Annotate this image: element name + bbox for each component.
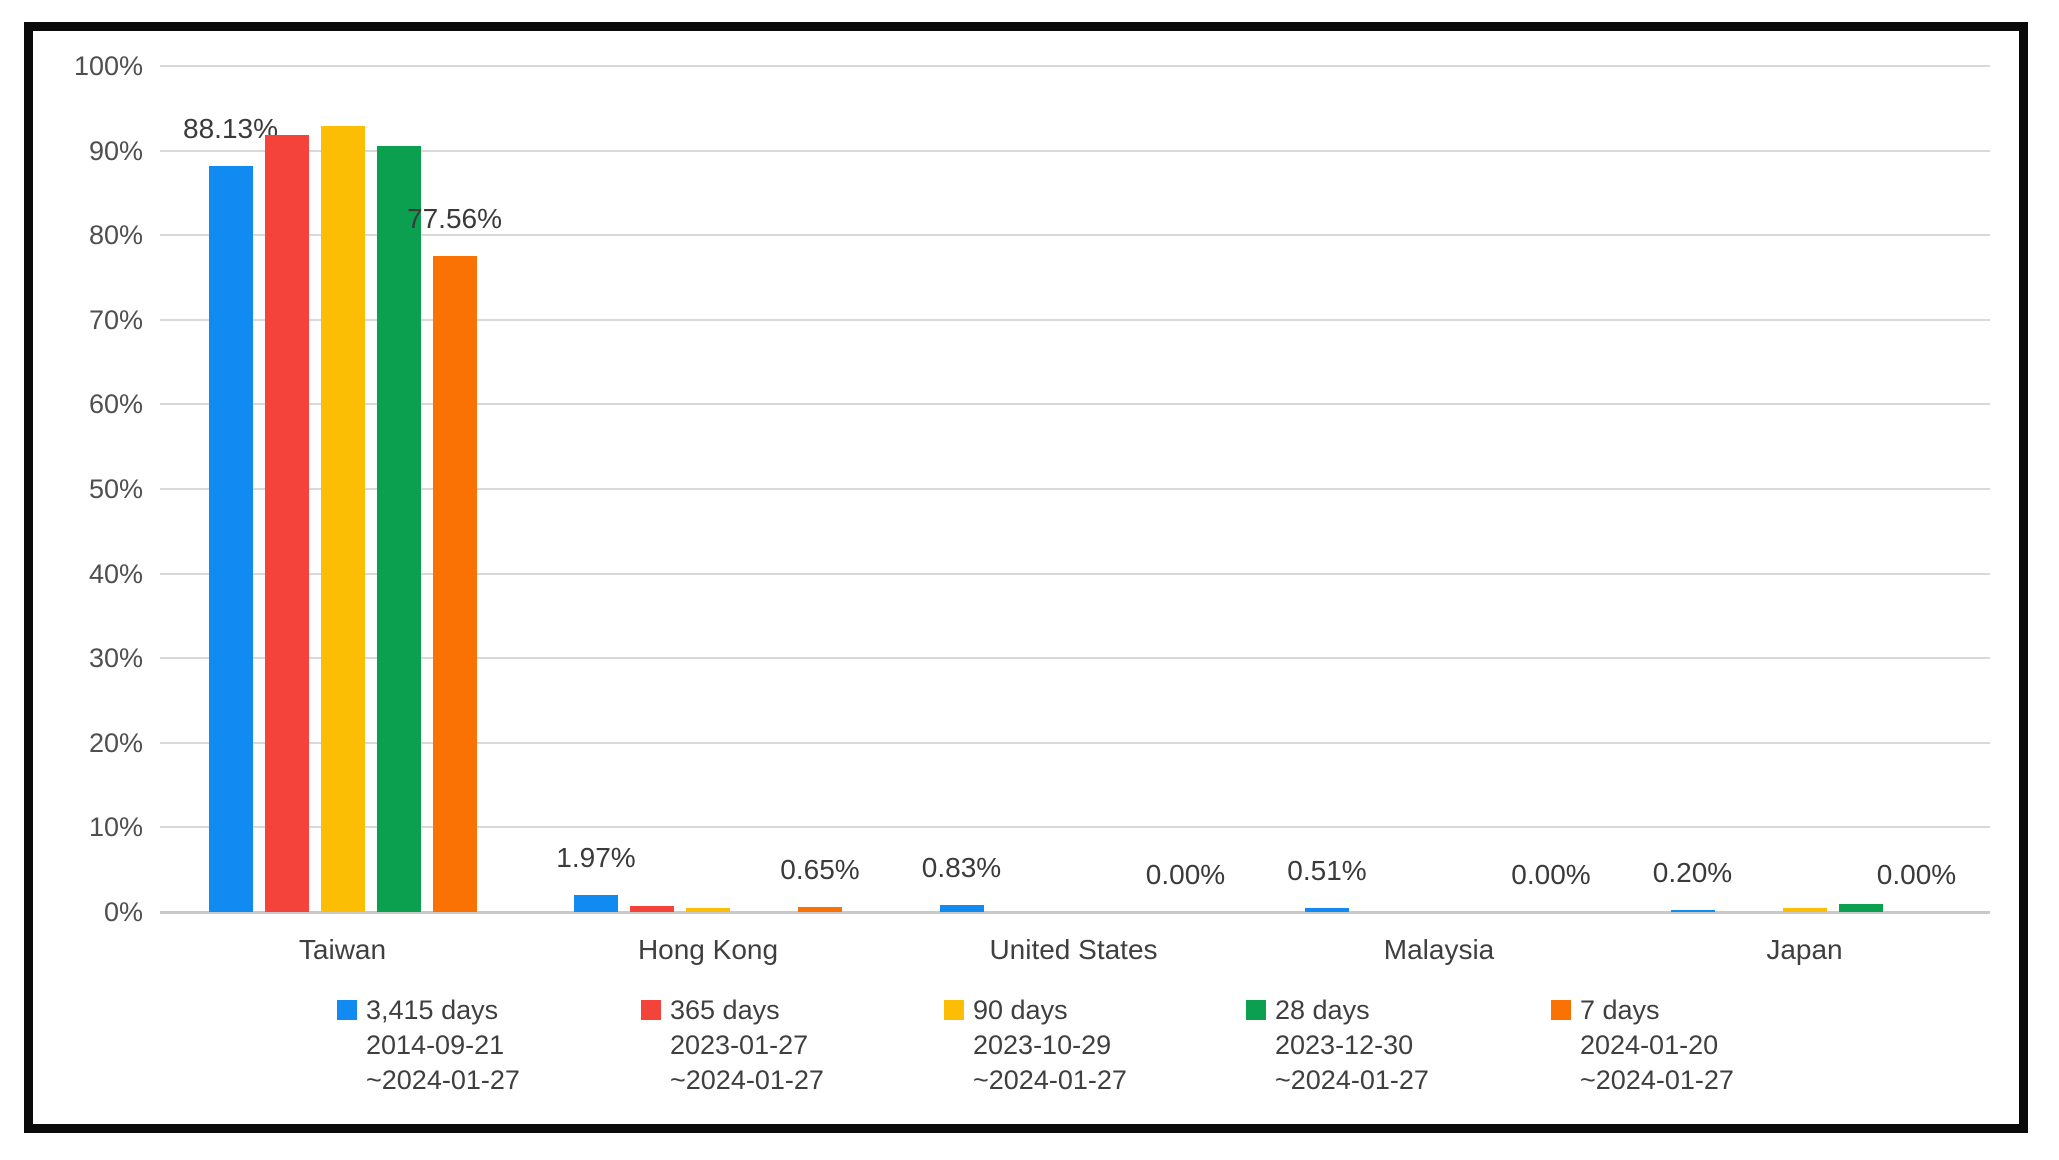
bar-value-label: 0.83% <box>921 852 1002 883</box>
bar-value-label: 0.20% <box>1652 857 1733 888</box>
legend-label-line-period_start: 2014-09-21 <box>366 1030 505 1060</box>
bar-value-label: 0.00% <box>1145 859 1226 890</box>
bar-3415days-taiwan[interactable] <box>208 166 253 912</box>
legend-label-line-name: 28 days <box>1275 995 1370 1025</box>
x-axis-category-label: Taiwan <box>298 934 387 965</box>
bar-value-label: 0.00% <box>1876 859 1957 890</box>
legend-label-line-period_end: ~2024-01-27 <box>366 1065 520 1095</box>
legend-label-line-period_start: 2024-01-20 <box>1580 1030 1719 1060</box>
x-axis-category-label: Hong Kong <box>637 934 779 965</box>
y-axis-tick-label: 60% <box>88 389 143 420</box>
bar-3415days-united-states[interactable] <box>939 905 984 912</box>
bar-90days-taiwan[interactable] <box>320 126 365 912</box>
legend-label: 90 days 2023-10-29 ~2024-01-27 <box>973 993 1127 1098</box>
legend-label-line-period_end: ~2024-01-27 <box>973 1065 1127 1095</box>
legend-label: 7 days 2024-01-20 ~2024-01-27 <box>1580 993 1734 1098</box>
y-axis-tick-label: 20% <box>88 727 143 758</box>
chart-legend: 3,415 days 2014-09-21 ~2024-01-27 365 days 2… <box>33 31 2019 1124</box>
legend-label: 3,415 days 2014-09-21 ~2024-01-27 <box>366 993 520 1098</box>
bar-value-label: 0.51% <box>1287 855 1367 886</box>
gridline <box>160 149 1990 152</box>
bar-365days-hong-kong[interactable] <box>630 906 674 912</box>
legend-label-line-name: 365 days <box>670 995 780 1025</box>
y-axis-tick-label: 80% <box>88 220 143 251</box>
y-axis-tick-label: 30% <box>88 643 143 674</box>
gridline <box>160 403 1990 406</box>
gridline <box>160 826 1990 829</box>
bar-value-label: 77.56% <box>407 203 502 234</box>
legend-item-3415days[interactable]: 3,415 days 2014-09-21 ~2024-01-27 <box>337 993 520 1098</box>
x-axis-category-label: Malaysia <box>1383 934 1495 965</box>
legend-label: 28 days 2023-12-30 ~2024-01-27 <box>1275 993 1429 1098</box>
chart-frame: 0% 10% 20% 30% 40% 50% 60% 70% 80% 90% 100% 88.13% 7… <box>24 22 2028 1133</box>
legend-label-line-name: 3,415 days <box>366 995 499 1025</box>
x-axis-category-label: United States <box>989 934 1158 965</box>
y-axis-tick-label: 50% <box>88 474 143 504</box>
legend-color-swatch <box>1246 1000 1266 1020</box>
y-axis-tick-label: 90% <box>88 135 143 166</box>
bar-7days-taiwan[interactable] <box>432 256 477 912</box>
legend-label-line-name: 90 days <box>973 995 1068 1025</box>
x-axis-category-label: Japan <box>1766 934 1843 965</box>
legend-color-swatch <box>944 1000 964 1020</box>
legend-label-line-period_end: ~2024-01-27 <box>670 1065 824 1095</box>
legend-label-line-period_end: ~2024-01-27 <box>1275 1065 1429 1095</box>
bar-3415days-hong-kong[interactable] <box>574 895 618 912</box>
y-axis-tick-label: 10% <box>88 812 143 843</box>
gridline <box>160 572 1990 575</box>
bar-value-label: 88.13% <box>183 113 278 144</box>
bar-90days-japan[interactable] <box>1782 908 1827 912</box>
bar-value-label: 1.97% <box>556 842 636 873</box>
gridline <box>160 234 1990 237</box>
bar-chart-plot-area: 0% 10% 20% 30% 40% 50% 60% 70% 80% 90% 100% 88.13% 7… <box>33 31 2019 1124</box>
x-axis-baseline <box>160 910 1990 914</box>
legend-item-365days[interactable]: 365 days 2023-01-27 ~2024-01-27 <box>641 993 824 1098</box>
gridline <box>160 65 1990 67</box>
gridline <box>160 318 1990 321</box>
bar-28days-taiwan[interactable] <box>376 146 421 912</box>
legend-color-swatch <box>1551 1000 1571 1020</box>
legend-color-swatch <box>641 1000 661 1020</box>
bar-value-label: 0.65% <box>780 854 860 885</box>
bar-7days-hong-kong[interactable] <box>798 907 842 912</box>
y-axis-tick-label: 0% <box>103 897 143 927</box>
legend-label-line-period_end: ~2024-01-27 <box>1580 1065 1734 1095</box>
bar-value-label: 0.00% <box>1511 859 1591 890</box>
bar-365days-taiwan[interactable] <box>264 135 309 912</box>
bar-90days-hong-kong[interactable] <box>686 908 730 912</box>
legend-label-line-period_start: 2023-10-29 <box>973 1030 1112 1060</box>
gridline <box>160 488 1990 490</box>
gridline <box>160 741 1990 744</box>
legend-label-line-period_start: 2023-01-27 <box>670 1030 809 1060</box>
legend-label: 365 days 2023-01-27 ~2024-01-27 <box>670 993 824 1098</box>
legend-item-28days[interactable]: 28 days 2023-12-30 ~2024-01-27 <box>1246 993 1429 1098</box>
y-axis-tick-label: 40% <box>88 558 143 589</box>
bar-3415days-malaysia[interactable] <box>1305 908 1349 912</box>
legend-color-swatch <box>337 1000 357 1020</box>
legend-label-line-name: 7 days <box>1580 995 1660 1025</box>
legend-item-90days[interactable]: 90 days 2023-10-29 ~2024-01-27 <box>944 993 1127 1098</box>
gridline <box>160 657 1990 660</box>
bar-3415days-japan[interactable] <box>1670 910 1715 912</box>
legend-label-line-period_start: 2023-12-30 <box>1275 1030 1414 1060</box>
legend-item-7days[interactable]: 7 days 2024-01-20 ~2024-01-27 <box>1551 993 1734 1098</box>
y-axis-tick-label: 100% <box>73 51 143 81</box>
bar-28days-japan[interactable] <box>1838 904 1883 912</box>
y-axis-tick-label: 70% <box>88 304 143 335</box>
